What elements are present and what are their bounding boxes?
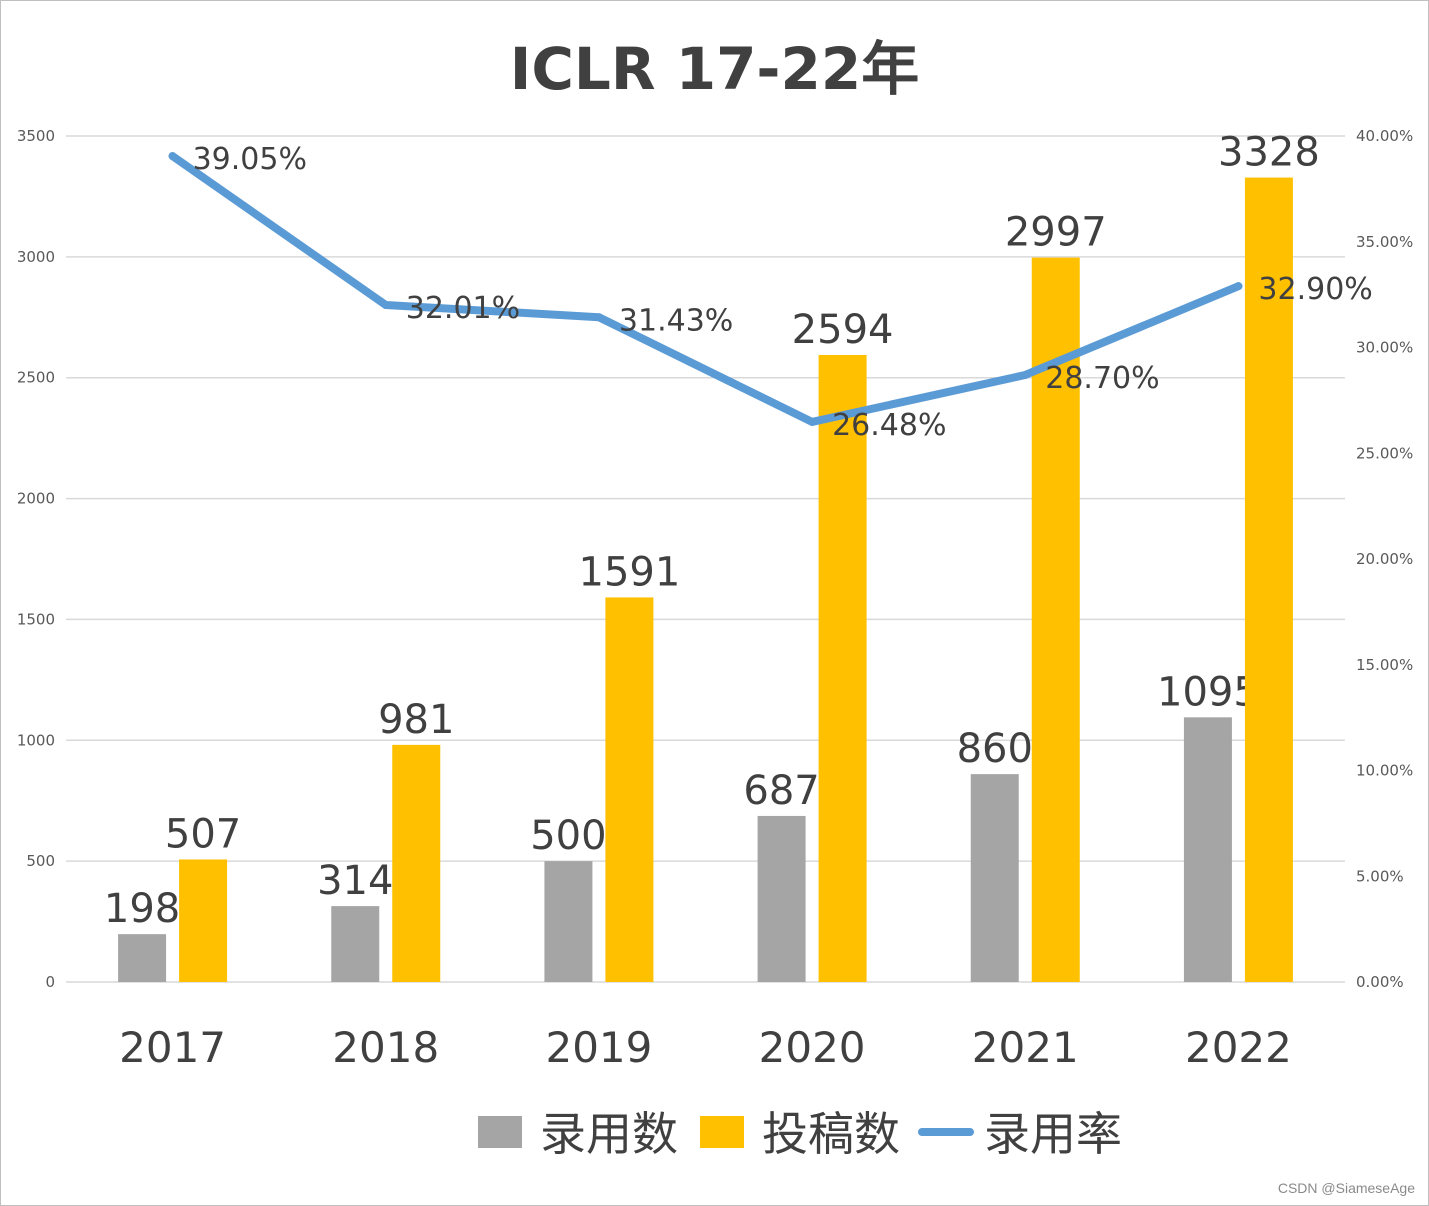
bar-投稿数 bbox=[179, 859, 228, 982]
y-right-tick-label: 20.00% bbox=[1356, 550, 1413, 568]
bar-投稿数 bbox=[1244, 177, 1293, 983]
line-data-label: 28.70% bbox=[1045, 361, 1159, 396]
y-left-tick-label: 1500 bbox=[17, 610, 55, 628]
bar-投稿数 bbox=[605, 597, 654, 982]
x-tick-label: 2021 bbox=[972, 1023, 1079, 1072]
bar-投稿数 bbox=[392, 744, 441, 982]
legend-swatch-录用数 bbox=[478, 1116, 522, 1148]
bar-data-label: 981 bbox=[378, 697, 454, 743]
line-data-label: 26.48% bbox=[832, 408, 946, 443]
bar-录用数 bbox=[1183, 717, 1232, 982]
legend-label: 录用数 bbox=[540, 1107, 678, 1161]
line-point bbox=[594, 313, 603, 322]
y-left-tick-label: 2000 bbox=[17, 490, 55, 508]
line-data-label: 32.01% bbox=[406, 291, 520, 326]
line-point bbox=[808, 417, 817, 426]
y-right-tick-label: 10.00% bbox=[1356, 762, 1413, 780]
x-tick-label: 2020 bbox=[759, 1023, 866, 1072]
x-tick-label: 2019 bbox=[545, 1023, 652, 1072]
y-right-tick-label: 40.00% bbox=[1356, 127, 1413, 145]
y-right-tick-label: 35.00% bbox=[1356, 233, 1413, 251]
legend-label: 录用率 bbox=[984, 1107, 1122, 1161]
line-data-label: 39.05% bbox=[193, 142, 307, 177]
watermark-text: CSDN @SiameseAge bbox=[1277, 1180, 1415, 1196]
line-data-label: 31.43% bbox=[619, 303, 733, 338]
bar-data-label: 687 bbox=[743, 768, 819, 814]
x-tick-label: 2022 bbox=[1185, 1023, 1292, 1072]
legend-label: 投稿数 bbox=[762, 1107, 900, 1161]
bar-data-label: 860 bbox=[957, 726, 1033, 772]
bar-data-label: 1095 bbox=[1157, 669, 1259, 715]
line-data-label: 32.90% bbox=[1258, 272, 1372, 307]
y-right-tick-label: 0.00% bbox=[1356, 973, 1404, 991]
line-point bbox=[381, 300, 390, 309]
bar-data-label: 2997 bbox=[1005, 210, 1107, 256]
bar-data-label: 198 bbox=[104, 886, 180, 932]
y-right-tick-label: 25.00% bbox=[1356, 444, 1413, 462]
bar-data-label: 1591 bbox=[579, 549, 681, 595]
y-left-tick-label: 500 bbox=[26, 852, 55, 870]
x-tick-label: 2018 bbox=[332, 1023, 439, 1072]
line-point bbox=[168, 152, 177, 161]
y-left-tick-label: 0 bbox=[45, 973, 55, 991]
chart-title: ICLR 17-22年 bbox=[509, 35, 920, 103]
line-录用率 bbox=[168, 152, 1243, 426]
line-point bbox=[1021, 370, 1030, 379]
bar-录用数 bbox=[970, 774, 1019, 982]
bar-投稿数 bbox=[818, 354, 867, 982]
bar-data-label: 2594 bbox=[792, 307, 894, 353]
y-right-tick-label: 5.00% bbox=[1356, 867, 1404, 885]
legend-swatch-投稿数 bbox=[700, 1116, 744, 1148]
x-tick-label: 2017 bbox=[119, 1023, 226, 1072]
bar-data-label: 500 bbox=[530, 813, 606, 859]
bar-data-label: 507 bbox=[165, 811, 241, 857]
bar-data-label: 3328 bbox=[1218, 130, 1320, 176]
y-left-tick-label: 3500 bbox=[17, 127, 55, 145]
bar-录用数 bbox=[757, 815, 806, 982]
bar-录用数 bbox=[118, 934, 167, 982]
y-right-tick-label: 15.00% bbox=[1356, 656, 1413, 674]
y-left-tick-label: 1000 bbox=[17, 731, 55, 749]
bar-录用数 bbox=[331, 906, 380, 982]
y-right-tick-label: 30.00% bbox=[1356, 339, 1413, 357]
y-left-tick-label: 2500 bbox=[17, 369, 55, 387]
bar-录用数 bbox=[544, 861, 593, 982]
line-point bbox=[1234, 282, 1243, 291]
bar-data-label: 314 bbox=[317, 858, 393, 904]
y-left-tick-label: 3000 bbox=[17, 248, 55, 266]
bar-投稿数 bbox=[1031, 257, 1080, 982]
